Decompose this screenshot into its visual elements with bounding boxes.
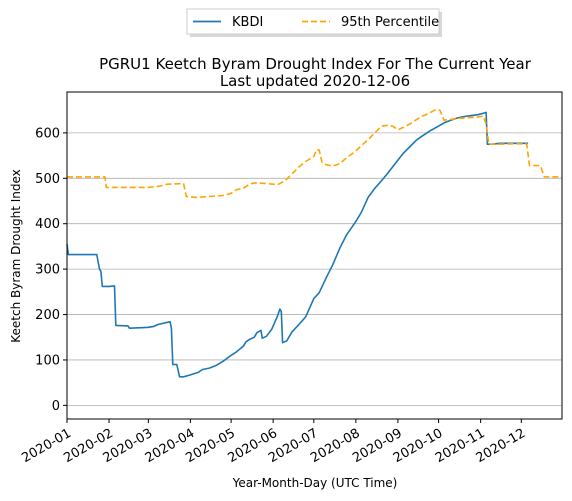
y-gridlines [67, 132, 562, 406]
legend-kbdi-label: KBDI [232, 15, 263, 30]
y-tick-label: 600 [35, 126, 60, 141]
kbdi-line [66, 111, 529, 378]
y-tick-label: 500 [35, 172, 60, 187]
y-axis-ticks: 0 100 200 300 400 500 600 [35, 126, 67, 414]
y-tick-label: 400 [35, 217, 60, 232]
x-axis-label: Year-Month-Day (UTC Time) [232, 476, 398, 490]
y-tick-label: 300 [35, 263, 60, 278]
y-axis-label: Keetch Byram Drought Index [9, 169, 23, 343]
y-tick-label: 0 [52, 399, 60, 414]
chart-title: PGRU1 Keetch Byram Drought Index For The… [99, 55, 532, 73]
x-axis-ticks: 2020-012020-022020-032020-042020-052020-… [19, 419, 528, 466]
legend: KBDI 95th Percentile [186, 8, 442, 37]
y-tick-label: 200 [35, 308, 60, 323]
plot-area-frame [66, 91, 563, 420]
y-tick-label: 100 [35, 353, 60, 368]
series-lines [66, 109, 562, 378]
percentile-95-line [67, 109, 562, 199]
legend-percentile-label: 95th Percentile [341, 15, 439, 30]
chart-subtitle: Last updated 2020-12-06 [220, 72, 410, 90]
